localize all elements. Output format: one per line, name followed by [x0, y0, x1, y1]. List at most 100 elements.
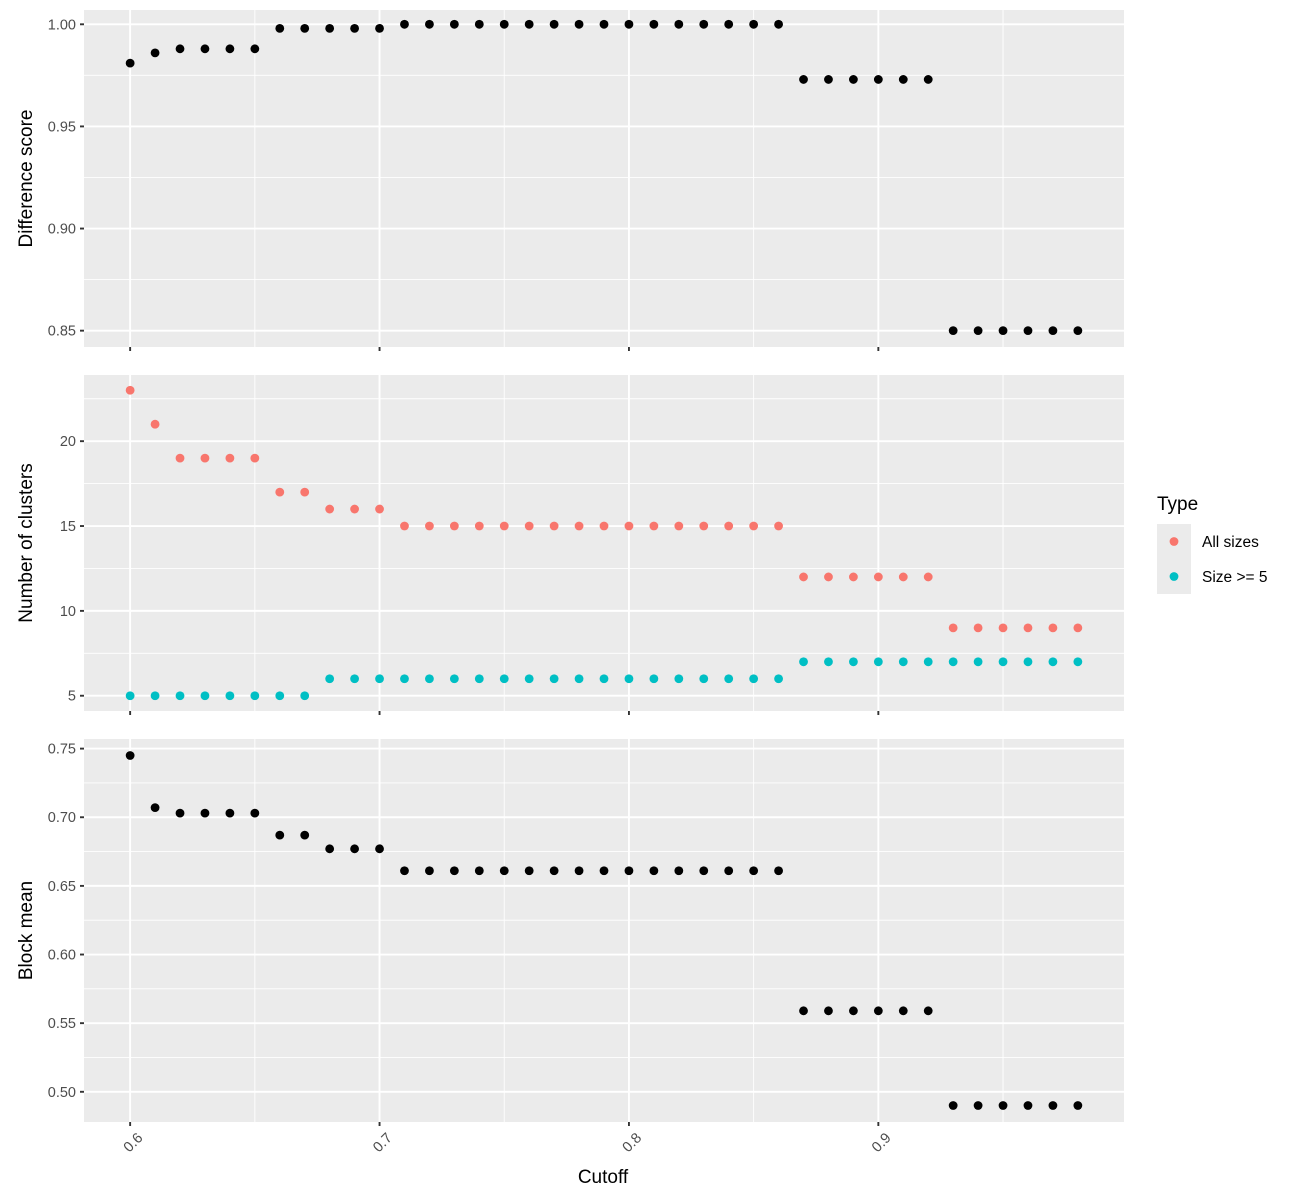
legend-label: All sizes [1202, 534, 1259, 551]
data-point [400, 521, 409, 531]
data-point [350, 23, 359, 33]
data-point [923, 657, 933, 667]
series-1 [125, 19, 1083, 336]
data-point [474, 19, 484, 29]
series-1 [125, 751, 1083, 1110]
data-point [774, 521, 783, 531]
y-tick-label: 0.50 [48, 1085, 76, 1101]
data-point [599, 866, 609, 876]
data-point [849, 572, 858, 582]
data-point [524, 521, 534, 531]
data-point [649, 521, 659, 531]
data-point [948, 657, 958, 667]
y-tick-label: 0.60 [48, 948, 76, 964]
data-point [375, 844, 384, 854]
y-tick-label: 15 [60, 519, 76, 535]
data-point [749, 674, 759, 684]
data-point [873, 1006, 883, 1016]
data-point [400, 19, 409, 29]
data-point [799, 572, 808, 582]
data-point [175, 691, 185, 701]
data-point [973, 657, 983, 667]
data-point [1048, 1101, 1058, 1110]
data-point [200, 808, 210, 818]
data-point [674, 19, 684, 29]
data-point [898, 572, 908, 582]
series-2 [125, 657, 1083, 701]
data-point [549, 866, 559, 876]
data-point [998, 1101, 1008, 1110]
data-point [599, 19, 609, 29]
data-point [649, 866, 659, 876]
y-tick-label: 0.95 [48, 119, 76, 135]
data-point [898, 75, 908, 84]
data-point [649, 19, 659, 29]
data-point [499, 674, 509, 684]
data-point [624, 521, 634, 531]
data-point [923, 75, 933, 84]
data-point [425, 19, 434, 29]
data-point [200, 44, 210, 54]
data-point [325, 23, 335, 33]
data-point [749, 866, 759, 876]
panel-background [84, 739, 1124, 1122]
data-point [125, 751, 135, 760]
data-point [325, 844, 335, 854]
data-point [549, 19, 559, 29]
chart-panels: 0.85 0.90 0.95 1.00 Difference score 5 10 15 20 N… [16, 10, 1124, 1156]
data-point [824, 657, 833, 667]
data-point [150, 48, 160, 58]
data-point [1073, 657, 1083, 667]
data-point [300, 487, 310, 497]
data-point [898, 657, 908, 667]
data-point [524, 19, 534, 29]
data-point [474, 866, 484, 876]
data-point [1048, 657, 1058, 667]
data-point [225, 808, 235, 818]
data-point [799, 657, 808, 667]
data-point [799, 1006, 808, 1016]
data-point [400, 866, 409, 876]
data-point [300, 691, 310, 701]
data-point [1073, 1101, 1083, 1110]
data-point [150, 419, 160, 429]
data-point [998, 623, 1008, 633]
data-point [849, 657, 858, 667]
data-point [524, 866, 534, 876]
data-point [275, 830, 285, 840]
data-point [1073, 326, 1083, 336]
data-point [824, 572, 833, 582]
data-point [375, 504, 384, 514]
data-point [225, 453, 235, 463]
data-point [275, 487, 285, 497]
data-point [325, 504, 335, 514]
data-point [973, 1101, 983, 1110]
x-axis-title: Cutoff [578, 1167, 629, 1188]
data-point [1023, 657, 1033, 667]
data-point [699, 521, 709, 531]
data-point [1073, 623, 1083, 633]
x-tick-label: 0.9 [869, 1130, 895, 1156]
legend-entries: All sizes Size >= 5 [1157, 524, 1268, 594]
data-point [824, 1006, 833, 1016]
data-point [200, 453, 210, 463]
panel-3: 0.50 0.55 0.60 0.65 0.70 0.75 Block mean 0.6 0.7… [16, 739, 1124, 1156]
data-point [649, 674, 659, 684]
data-point [375, 23, 384, 33]
x-tick-label: 0.7 [370, 1130, 396, 1156]
data-point [973, 326, 983, 336]
data-point [674, 866, 684, 876]
data-point [474, 521, 484, 531]
data-point [699, 866, 709, 876]
y-tick-label: 1.00 [48, 17, 76, 33]
data-point [350, 504, 359, 514]
data-point [824, 75, 833, 84]
data-point [574, 521, 584, 531]
y-tick-label: 5 [68, 689, 76, 705]
data-point [998, 657, 1008, 667]
y-tick-label: 0.75 [48, 742, 76, 758]
data-point [1048, 326, 1058, 336]
y-tick-label: 0.65 [48, 879, 76, 895]
data-point [499, 866, 509, 876]
data-point [225, 44, 235, 54]
